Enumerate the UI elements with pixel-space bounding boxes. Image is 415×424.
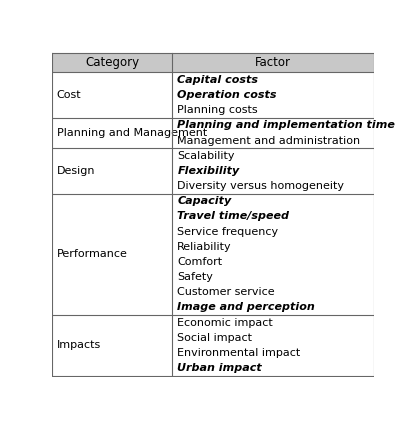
Text: Environmental impact: Environmental impact: [177, 348, 300, 358]
Text: Flexibility: Flexibility: [177, 166, 239, 176]
Text: Social impact: Social impact: [177, 333, 252, 343]
Text: Planning costs: Planning costs: [177, 105, 258, 115]
Text: Travel time/speed: Travel time/speed: [177, 212, 289, 221]
Text: Diversity versus homogeneity: Diversity versus homogeneity: [177, 181, 344, 191]
Text: Service frequency: Service frequency: [177, 226, 278, 237]
Text: Design: Design: [57, 166, 95, 176]
Text: Customer service: Customer service: [177, 287, 275, 297]
Text: Planning and implementation time: Planning and implementation time: [177, 120, 395, 130]
Text: Reliability: Reliability: [177, 242, 232, 252]
Text: Operation costs: Operation costs: [177, 90, 277, 100]
Text: Urban impact: Urban impact: [177, 363, 262, 373]
Text: Planning and Management: Planning and Management: [57, 128, 207, 138]
Text: Capital costs: Capital costs: [177, 75, 258, 85]
Text: Management and administration: Management and administration: [177, 136, 361, 145]
Text: Category: Category: [85, 56, 139, 69]
Text: Comfort: Comfort: [177, 257, 222, 267]
Text: Capacity: Capacity: [177, 196, 232, 206]
Bar: [52, 53, 374, 72]
Text: Image and perception: Image and perception: [177, 302, 315, 312]
Text: Cost: Cost: [57, 90, 81, 100]
Text: Performance: Performance: [57, 249, 127, 259]
Text: Factor: Factor: [255, 56, 291, 69]
Text: Scalability: Scalability: [177, 151, 235, 161]
Text: Economic impact: Economic impact: [177, 318, 273, 328]
Text: Impacts: Impacts: [57, 340, 101, 350]
Text: Safety: Safety: [177, 272, 213, 282]
